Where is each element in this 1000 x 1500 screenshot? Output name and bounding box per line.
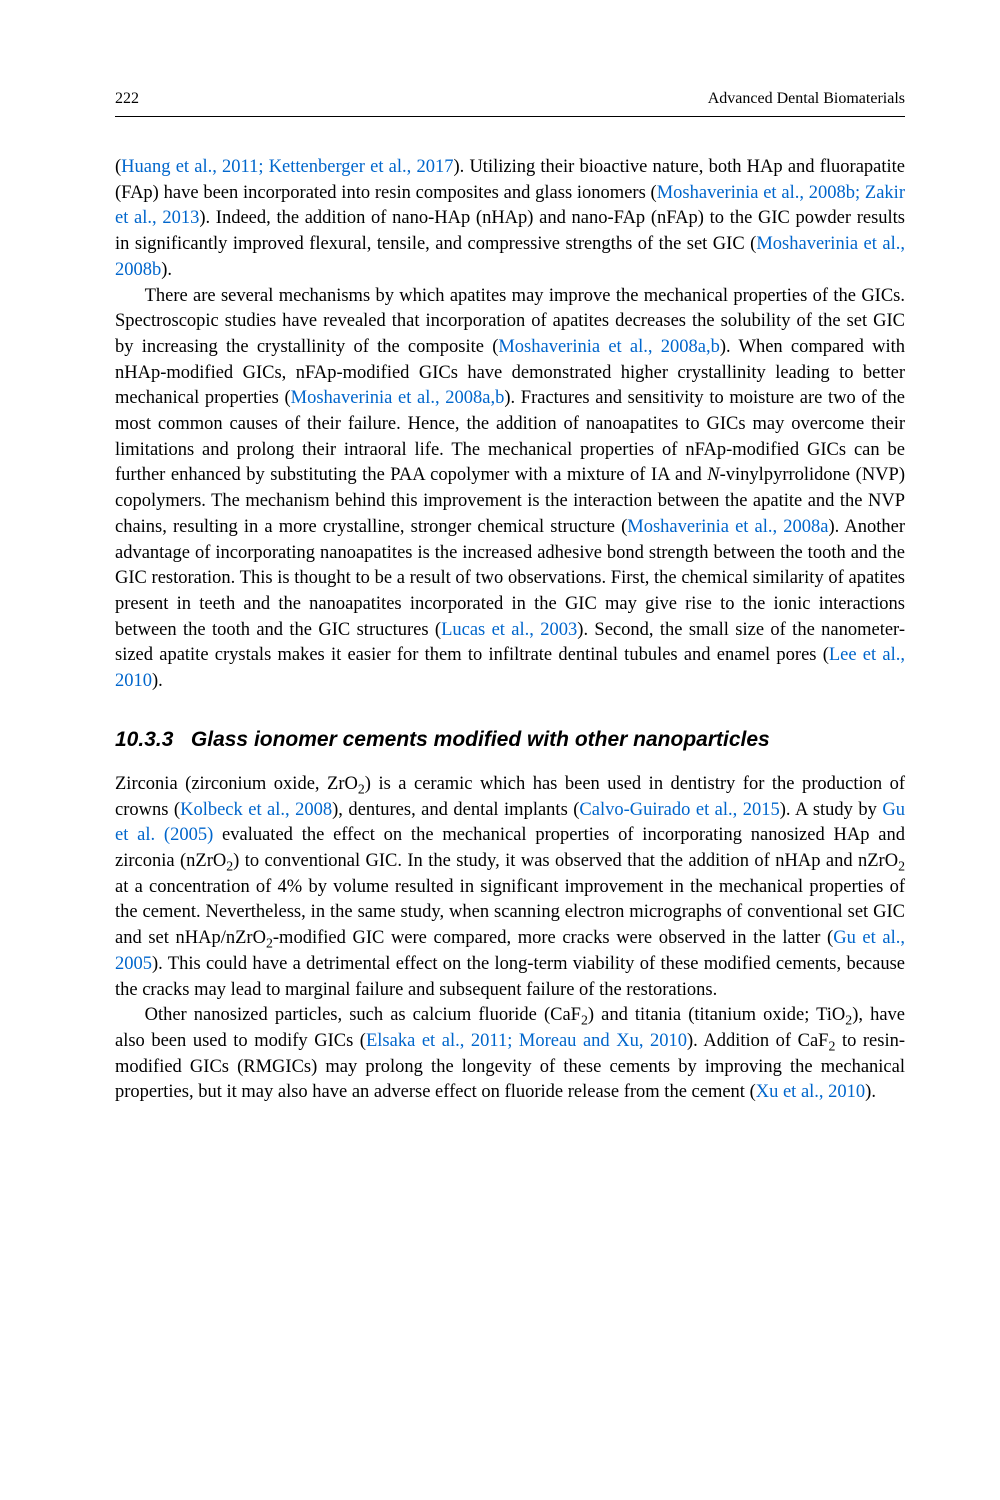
paragraph-4: Other nanosized particles, such as calci… <box>115 1003 905 1106</box>
italic-n: N <box>707 465 719 485</box>
citation-moshaverinia-2008ab-1[interactable]: Moshaverinia et al., 2008a,b <box>498 337 719 357</box>
paragraph-1: (Huang et al., 2011; Kettenberger et al.… <box>115 155 905 284</box>
citation-moshaverinia-2008a[interactable]: Moshaverinia et al., 2008a <box>627 517 828 537</box>
citation-kolbeck-2008[interactable]: Kolbeck et al., 2008 <box>180 800 332 820</box>
citation-elsaka-2011[interactable]: Elsaka et al., 2011; Moreau and Xu, 2010 <box>366 1031 687 1051</box>
body-text-container: (Huang et al., 2011; Kettenberger et al.… <box>115 155 905 1106</box>
page-number: 222 <box>115 90 139 108</box>
citation-calvo-2015[interactable]: Calvo-Guirado et al., 2015 <box>579 800 779 820</box>
citation-xu-2010[interactable]: Xu et al., 2010 <box>756 1082 865 1102</box>
citation-moshaverinia-2008ab-2[interactable]: Moshaverinia et al., 2008a,b <box>291 388 505 408</box>
book-title: Advanced Dental Biomaterials <box>708 90 905 108</box>
citation-huang-2011[interactable]: Huang et al., 2011; Kettenberger et al.,… <box>121 157 453 177</box>
paragraph-3: Zirconia (zirconium oxide, ZrO2) is a ce… <box>115 772 905 1003</box>
section-heading: 10.3.3 Glass ionomer cements modified wi… <box>115 725 905 754</box>
header-rule <box>115 116 905 117</box>
page-header: 222 Advanced Dental Biomaterials <box>115 90 905 110</box>
section-title: Glass ionomer cements modified with othe… <box>191 728 770 751</box>
section-number: 10.3.3 <box>115 728 173 751</box>
citation-lucas-2003[interactable]: Lucas et al., 2003 <box>441 620 577 640</box>
paragraph-2: There are several mechanisms by which ap… <box>115 284 905 695</box>
